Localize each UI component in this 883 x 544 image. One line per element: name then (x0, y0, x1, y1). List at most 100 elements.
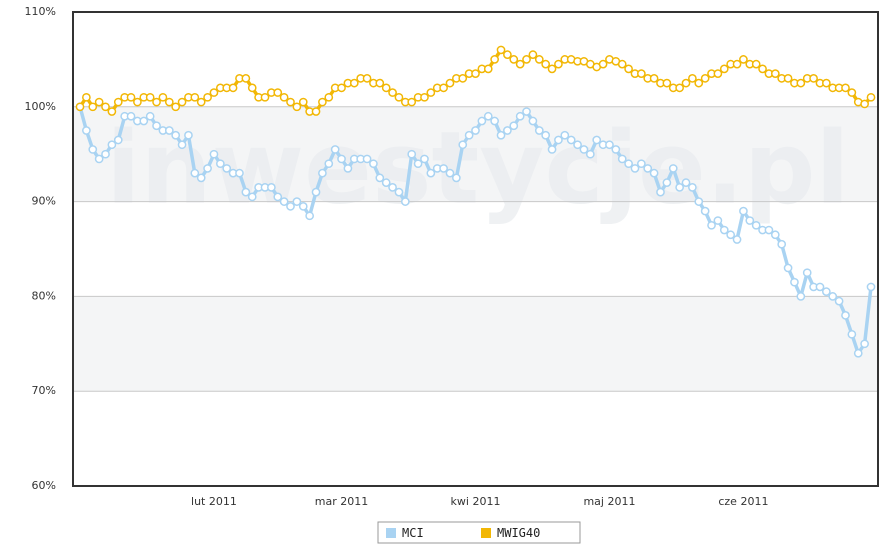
data-point (164, 97, 174, 107)
data-point (522, 55, 531, 64)
data-point (369, 159, 378, 169)
data-point (688, 74, 697, 83)
data-point (605, 140, 614, 150)
legend-label: MCI (402, 526, 424, 540)
data-point (196, 97, 206, 107)
data-point (541, 130, 551, 140)
data-point (675, 83, 684, 93)
data-point (337, 154, 346, 164)
data-point (292, 102, 302, 112)
data-point (324, 92, 334, 102)
data-point (273, 88, 283, 97)
data-point (770, 230, 780, 240)
data-point (554, 135, 563, 145)
data-point (209, 88, 219, 97)
data-point (349, 78, 359, 88)
data-point (113, 97, 123, 107)
data-point (483, 64, 493, 74)
data-point (318, 97, 327, 107)
data-point (292, 197, 302, 206)
data-point (847, 88, 857, 97)
data-point (770, 69, 780, 78)
data-point (400, 197, 410, 206)
data-point (235, 168, 244, 178)
data-point (375, 78, 385, 88)
data-point (649, 74, 659, 83)
data-point (337, 83, 346, 93)
data-point (509, 121, 519, 131)
data-point (515, 111, 525, 121)
data-point (503, 50, 512, 60)
data-point (260, 92, 270, 102)
data-point (75, 102, 85, 112)
data-point (445, 78, 455, 88)
data-point (362, 74, 372, 83)
y-tick-label: 70% (32, 384, 56, 397)
data-point (579, 145, 589, 154)
data-point (267, 183, 276, 192)
data-point (624, 64, 633, 74)
data-point (247, 83, 257, 93)
data-point (439, 83, 448, 93)
data-point (177, 140, 187, 150)
data-point (853, 348, 863, 358)
x-tick-label: kwi 2011 (451, 495, 501, 508)
data-point (758, 64, 767, 74)
y-tick-label: 80% (32, 289, 56, 302)
data-point (726, 230, 736, 240)
data-point (503, 126, 512, 135)
data-point (815, 282, 825, 292)
data-point (675, 183, 684, 192)
data-point (82, 92, 91, 102)
data-point (241, 187, 251, 197)
data-point (286, 97, 295, 107)
y-tick-label: 60% (32, 479, 56, 492)
data-point (458, 74, 468, 83)
data-point (426, 88, 436, 97)
data-point (534, 55, 544, 64)
data-point (834, 296, 844, 306)
legend-label: MWIG40 (497, 526, 540, 540)
data-point (126, 92, 136, 102)
data-point (458, 140, 468, 150)
data-point (821, 78, 831, 88)
y-tick-label: 100% (25, 100, 56, 113)
data-point (196, 173, 206, 183)
data-point (279, 197, 289, 206)
data-point (171, 102, 181, 112)
data-point (241, 74, 251, 83)
data-point (145, 92, 155, 102)
data-point (534, 126, 544, 135)
x-tick-label: cze 2011 (718, 495, 768, 508)
data-point (694, 78, 704, 88)
data-point (426, 168, 436, 178)
data-point (139, 116, 149, 126)
data-point (522, 107, 531, 116)
data-point (688, 183, 697, 192)
data-point (483, 111, 493, 121)
legend-swatch (481, 528, 491, 538)
data-point (286, 201, 295, 211)
data-point (681, 178, 691, 187)
data-point (190, 168, 200, 178)
data-point (643, 164, 653, 173)
data-point (126, 111, 136, 121)
data-point (802, 268, 812, 278)
data-point (413, 159, 423, 169)
data-point (528, 116, 538, 126)
data-point (790, 277, 799, 287)
data-point (668, 164, 678, 173)
data-point (560, 130, 570, 140)
data-point (528, 50, 538, 60)
data-point (305, 211, 314, 221)
data-point (407, 97, 417, 107)
data-point (700, 74, 710, 83)
data-point (509, 55, 519, 64)
data-point (809, 74, 818, 83)
data-point (343, 164, 353, 173)
data-point (719, 225, 729, 235)
data-point (184, 130, 193, 140)
data-point (515, 59, 525, 69)
legend-swatch (386, 528, 396, 538)
